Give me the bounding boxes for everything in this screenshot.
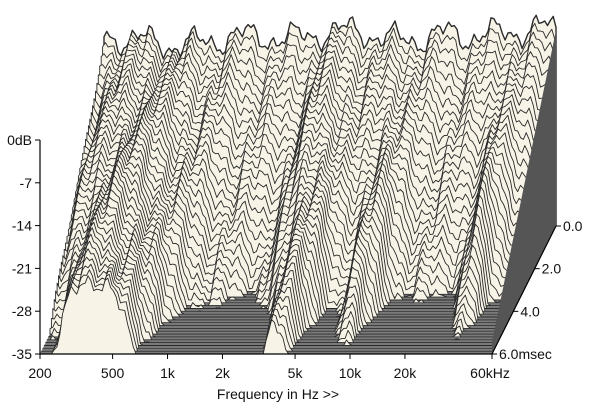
z-tick-label: 6.0msec <box>499 346 552 362</box>
decay-slices <box>39 14 557 355</box>
x-tick-label: 10k <box>339 365 363 381</box>
y-tick-label: -21 <box>12 260 32 276</box>
level-tick-labels: 0dB -7 -14 -21 -28 -35 <box>7 132 40 362</box>
y-tick-label: 0dB <box>7 132 32 148</box>
z-tick-label: 4.0 <box>520 303 540 319</box>
x-axis-label: Frequency in Hz >> <box>217 386 339 402</box>
y-tick-label: -28 <box>12 303 32 319</box>
x-tick-label: 200 <box>28 365 52 381</box>
x-tick-label: 20k <box>394 365 418 381</box>
decay-slice <box>62 175 516 309</box>
z-tick-label: 0.0 <box>563 218 583 234</box>
frequency-tick-labels: 200 500 1k 2k 5k 10k 20k 60kHz <box>28 354 510 381</box>
x-tick-label: 60kHz <box>470 365 510 381</box>
y-tick-label: -14 <box>12 218 32 234</box>
y-tick-label: -7 <box>20 175 33 191</box>
x-tick-label: 1k <box>160 365 176 381</box>
z-tick-label: 2.0 <box>542 261 562 277</box>
x-tick-label: 500 <box>101 365 125 381</box>
x-tick-label: 5k <box>288 365 304 381</box>
time-tick-labels: 0.0 2.0 4.0 6.0msec <box>492 218 583 362</box>
side-wall <box>492 30 556 354</box>
z-axis-line <box>491 225 557 355</box>
decay-slice <box>60 181 514 312</box>
axes <box>39 140 557 355</box>
y-tick-label: -35 <box>12 346 32 362</box>
x-tick-label: 2k <box>215 365 231 381</box>
